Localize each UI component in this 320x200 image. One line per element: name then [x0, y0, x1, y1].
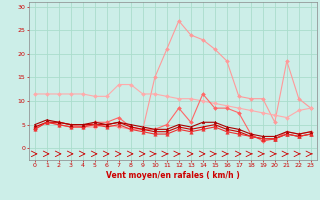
- X-axis label: Vent moyen/en rafales ( km/h ): Vent moyen/en rafales ( km/h ): [106, 171, 240, 180]
